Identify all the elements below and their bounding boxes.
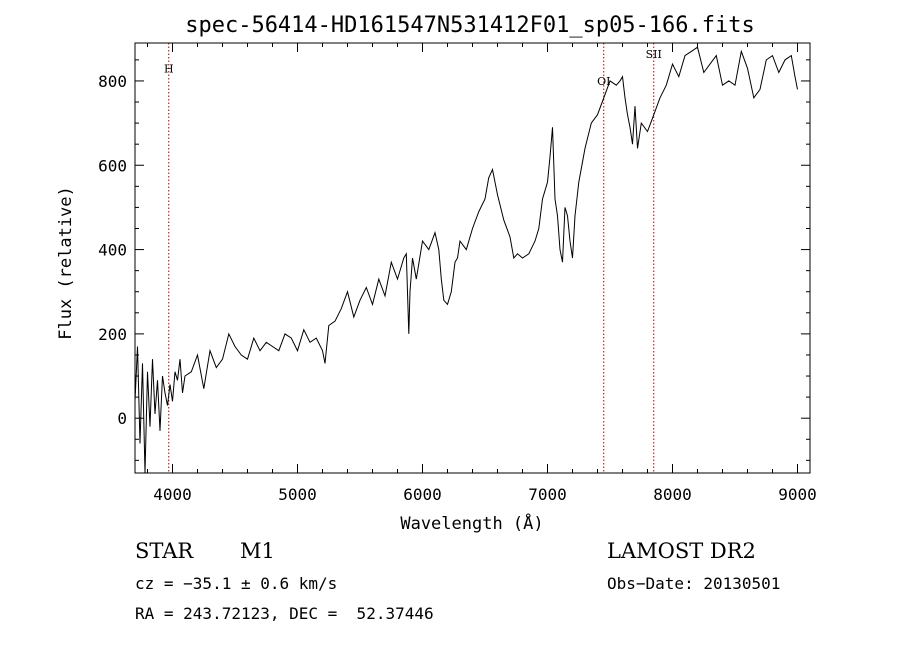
- y-tick-label: 0: [117, 409, 127, 428]
- coordinates: RA = 243.72123, DEC = 52.37446: [135, 604, 434, 623]
- chart-title: spec-56414-HD161547N531412F01_sp05-166.f…: [185, 13, 755, 38]
- y-tick-label: 200: [98, 325, 127, 344]
- x-tick-label: 5000: [278, 485, 317, 504]
- line-id-label: H: [164, 63, 174, 76]
- object-class: STAR: [135, 539, 194, 563]
- y-axis-label: Flux (relative): [56, 186, 76, 340]
- x-tick-label: 9000: [778, 485, 817, 504]
- x-tick-label: 8000: [653, 485, 692, 504]
- plot-frame: [134, 42, 811, 474]
- x-tick-label: 4000: [153, 485, 192, 504]
- y-tick-label: 400: [98, 241, 127, 260]
- y-tick-label: 600: [98, 156, 127, 175]
- observation-date: Obs−Date: 20130501: [607, 574, 781, 593]
- survey-name: LAMOST DR2: [607, 539, 756, 563]
- x-tick-label: 6000: [403, 485, 442, 504]
- x-tick-label: 7000: [528, 485, 567, 504]
- spectrum-line: [135, 46, 798, 473]
- plot-area: H OI SII: [135, 43, 798, 473]
- axes: 4000 5000 6000 7000 8000 9000 0 200 400 600 800: [98, 42, 817, 504]
- redshift-cz: cz = −35.1 ± 0.6 km/s: [135, 574, 338, 593]
- x-axis-label: Wavelength (Å): [400, 512, 543, 534]
- object-subclass: M1: [240, 539, 275, 563]
- y-tick-label: 800: [98, 72, 127, 91]
- line-id-label: OI: [597, 75, 610, 88]
- line-id-label: SII: [646, 48, 662, 61]
